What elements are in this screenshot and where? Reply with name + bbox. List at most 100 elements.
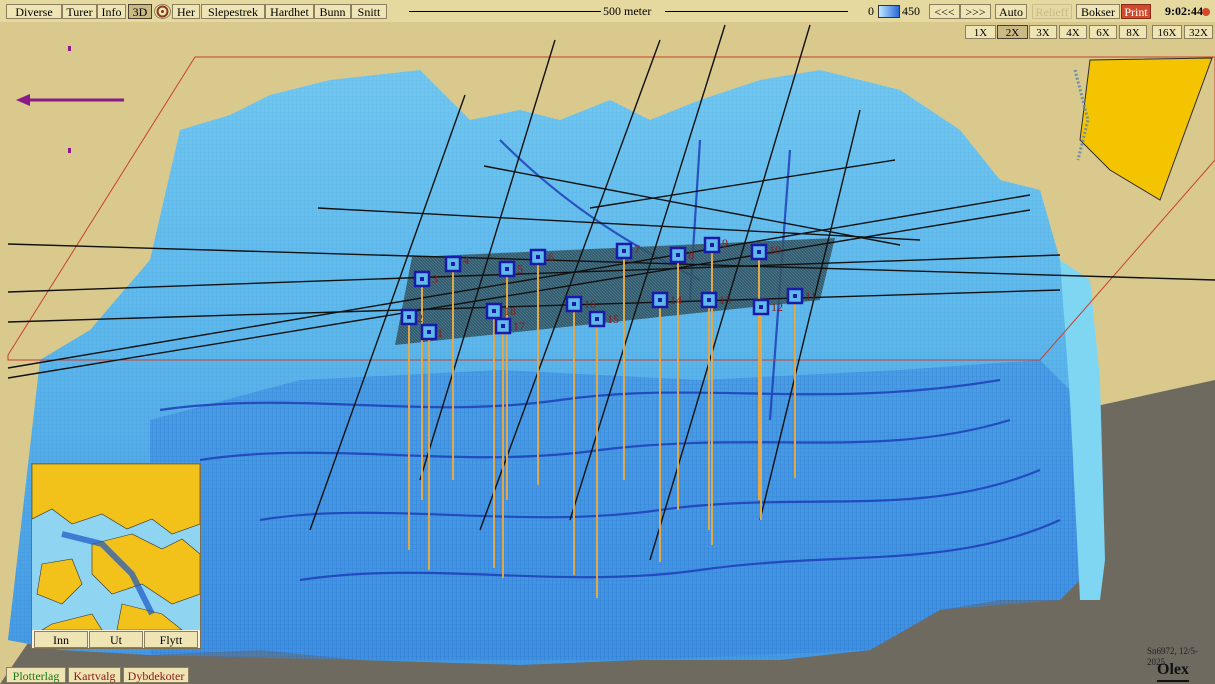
menu-hardhet[interactable]: Hardhet <box>265 4 314 19</box>
marker-label: 9 <box>722 236 728 250</box>
marker-13[interactable]: 13 <box>700 291 731 309</box>
marker-15[interactable]: 15 <box>588 310 619 328</box>
marker-center <box>536 255 540 259</box>
marker-17[interactable]: 17 <box>494 317 525 335</box>
brand-logo: Olex <box>1157 660 1189 682</box>
marker-center <box>505 267 509 271</box>
menu-bunn[interactable]: Bunn <box>314 4 351 19</box>
menu-her[interactable]: Her <box>172 4 200 19</box>
marker-center <box>759 305 763 309</box>
depth-min: 0 <box>868 4 874 18</box>
marker-center <box>501 324 505 328</box>
terrain-deep-region <box>150 360 1100 660</box>
tab-dybdekoter[interactable]: Dybdekoter <box>123 667 189 683</box>
marker-center <box>420 277 424 281</box>
clock: 9:02:44 <box>1165 4 1203 18</box>
marker-5[interactable]: 5 <box>498 260 523 278</box>
marker-center <box>757 250 761 254</box>
marker-label: 7 <box>634 242 640 256</box>
marker-1[interactable]: 1 <box>420 323 443 341</box>
marker-center <box>707 298 711 302</box>
zoom-4x[interactable]: 4X <box>1059 25 1087 39</box>
marker-label: 13 <box>719 293 731 307</box>
minimap-move[interactable]: Flytt <box>144 631 198 648</box>
marker-9[interactable]: 9 <box>703 236 728 254</box>
scale-bar-left <box>409 11 601 12</box>
menu-snitt[interactable]: Snitt <box>351 4 387 19</box>
marker-label: 5 <box>517 262 523 276</box>
circle-target-icon[interactable] <box>154 4 171 19</box>
marker-label: 3 <box>432 272 438 286</box>
status-dot-icon <box>1202 8 1210 16</box>
minimap-zoom-in[interactable]: Inn <box>34 631 88 648</box>
menu-turer[interactable]: Turer <box>62 4 97 19</box>
marker-12[interactable]: 12 <box>752 298 783 316</box>
marker-label: 6 <box>548 250 554 264</box>
marker-center <box>492 309 496 313</box>
marker-center <box>793 294 797 298</box>
marker-11[interactable]: 11 <box>786 287 817 305</box>
marker-label: 1 <box>437 326 443 340</box>
zoom-16x[interactable]: 16X <box>1152 25 1182 39</box>
minimap-chart[interactable] <box>31 463 201 631</box>
marker-label: 11 <box>805 289 817 303</box>
scale-label: 500 meter <box>603 4 652 18</box>
zoom-8x[interactable]: 8X <box>1119 25 1147 39</box>
print-button[interactable]: Print <box>1121 4 1151 19</box>
left-arrow-icon <box>16 94 124 106</box>
overview-minimap[interactable]: Inn Ut Flytt <box>31 463 201 649</box>
marker-8[interactable]: 8 <box>669 246 694 264</box>
marker-label: 10 <box>769 243 781 257</box>
marker-14[interactable]: 14 <box>651 291 682 309</box>
marker-label: 15 <box>607 312 619 326</box>
marker-center <box>572 302 576 306</box>
marker-center <box>451 262 455 266</box>
bokser-button[interactable]: Bokser <box>1076 4 1120 19</box>
zoom-32x[interactable]: 32X <box>1184 25 1213 39</box>
marker-center <box>676 253 680 257</box>
auto-button[interactable]: Auto <box>995 4 1027 19</box>
minimap-zoom-out[interactable]: Ut <box>89 631 143 648</box>
marker-7[interactable]: 7 <box>615 242 640 260</box>
nav-forward-button[interactable]: >>> <box>960 4 991 19</box>
zoom-2x[interactable]: 2X <box>997 25 1028 39</box>
marker-center <box>407 315 411 319</box>
zoom-6x[interactable]: 6X <box>1089 25 1117 39</box>
relieff-button[interactable]: Relieff <box>1032 4 1072 19</box>
menu-diverse[interactable]: Diverse <box>6 4 62 19</box>
marker-label: 12 <box>771 300 783 314</box>
marker-10[interactable]: 10 <box>750 243 781 261</box>
terrain-cliff <box>1060 260 1105 600</box>
reference-plane <box>7 56 1215 361</box>
tab-plotterlag[interactable]: Plotterlag <box>6 667 66 683</box>
depth-max: 450 <box>902 4 920 18</box>
marker-6[interactable]: 6 <box>529 248 554 266</box>
depth-color-scale[interactable] <box>878 5 900 18</box>
menu-info[interactable]: Info <box>97 4 126 19</box>
marker-center <box>427 330 431 334</box>
marker-4[interactable]: 4 <box>444 253 469 273</box>
vessel-tracks <box>7 24 1215 561</box>
marker-16[interactable]: 16 <box>565 295 596 313</box>
top-toolbar: Diverse Turer Info 3D Her Slepestrek Har… <box>0 0 1215 22</box>
marker-label: 17 <box>513 319 525 333</box>
tab-kartvalg[interactable]: Kartvalg <box>68 667 121 683</box>
marker-center <box>622 249 626 253</box>
marker-center <box>595 317 599 321</box>
marker-center <box>710 243 714 247</box>
marker-3[interactable]: 3 <box>413 270 438 288</box>
scale-bar-right <box>665 11 848 12</box>
nav-back-button[interactable]: <<< <box>929 4 960 19</box>
marker-label: 2 <box>417 311 423 325</box>
marker-label: 4 <box>463 253 469 267</box>
menu-3d[interactable]: 3D <box>128 4 152 19</box>
marker-2[interactable]: 2 <box>400 308 423 326</box>
land-area <box>1079 57 1213 201</box>
zoom-1x[interactable]: 1X <box>965 25 996 39</box>
marker-18[interactable]: 18 <box>485 302 516 320</box>
marker-label: 16 <box>584 297 596 311</box>
zoom-3x[interactable]: 3X <box>1029 25 1057 39</box>
menu-slepestrek[interactable]: Slepestrek <box>201 4 265 19</box>
